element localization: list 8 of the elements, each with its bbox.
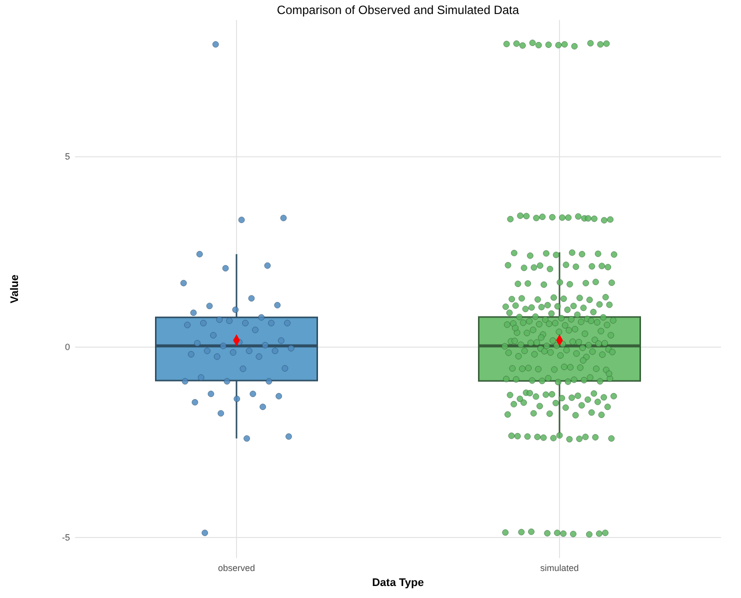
y-tick-label: -5	[62, 532, 70, 542]
x-tick-label: simulated	[540, 563, 579, 573]
y-tick-label: 5	[64, 152, 70, 162]
x-axis-title: Data Type	[372, 577, 424, 589]
y-tick-label: 0	[64, 342, 70, 352]
chart-title: Comparison of Observed and Simulated Data	[276, 3, 520, 17]
x-tick-label: observed	[218, 563, 256, 573]
y-axis-title: Value	[9, 274, 21, 304]
